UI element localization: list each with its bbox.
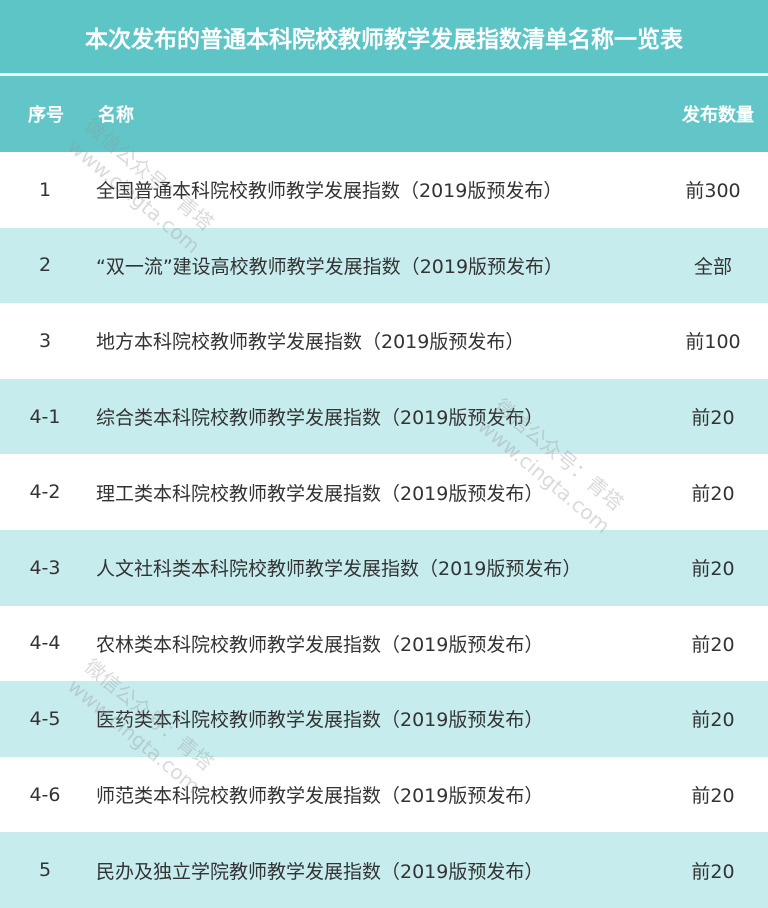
row-name: “双一流”建设高校教师教学发展指数（2019版预发布） [96,255,564,278]
row-no: 3 [38,329,52,352]
header-name: 名称 [98,105,134,126]
table-row: 4-2 理工类本科院校教师教学发展指数（2019版预发布） 前20 [0,454,768,530]
row-name: 农林类本科院校教师教学发展指数（2019版预发布） [96,633,544,656]
row-no: 4-4 [29,632,61,655]
row-count: 全部 [693,255,732,278]
row-no: 4-1 [29,405,61,428]
row-count: 前20 [691,558,735,581]
row-name: 综合类本科院校教师教学发展指数（2019版预发布） [96,407,544,430]
table-row: 4-5 医药类本科院校教师教学发展指数（2019版预发布） 前20 [0,681,768,757]
table-row: 4-3 人文社科类本科院校教师教学发展指数（2019版预发布） 前20 [0,529,768,606]
row-no: 4-6 [29,783,61,806]
row-no: 1 [38,178,52,201]
table-row: 2 “双一流”建设高校教师教学发展指数（2019版预发布） 全部 [0,227,768,304]
row-name: 全国普通本科院校教师教学发展指数（2019版预发布） [96,180,563,203]
row-count: 前20 [691,785,735,808]
row-name: 医药类本科院校教师教学发展指数（2019版预发布） [96,709,544,732]
row-name: 人文社科类本科院校教师教学发展指数（2019版预发布） [96,558,582,581]
table-header: 序号 名称 发布数量 [0,76,768,152]
row-count: 前300 [685,180,741,203]
table-row: 5 民办及独立学院教师教学发展指数（2019版预发布） 前20 [0,832,768,908]
row-no: 2 [38,254,52,277]
row-name: 理工类本科院校教师教学发展指数（2019版预发布） [96,482,544,505]
row-name: 师范类本科院校教师教学发展指数（2019版预发布） [96,785,544,808]
row-count: 前20 [691,709,735,732]
row-count: 前100 [685,331,741,354]
row-count: 前20 [691,860,735,883]
row-count: 前20 [691,407,735,430]
table-row: 4-1 综合类本科院校教师教学发展指数（2019版预发布） 前20 [0,378,768,455]
row-name: 民办及独立学院教师教学发展指数（2019版预发布） [96,860,544,883]
row-no: 4-2 [29,481,61,504]
row-count: 前20 [691,482,735,505]
table-row: 3 地方本科院校教师教学发展指数（2019版预发布） 前100 [0,303,768,379]
table-title: 本次发布的普通本科院校教师教学发展指数清单名称一览表 [0,0,768,76]
row-no: 4-3 [29,556,61,579]
row-no: 4-5 [29,707,61,730]
row-count: 前20 [691,633,735,656]
header-count: 发布数量 [682,105,754,126]
table-row: 4-4 农林类本科院校教师教学发展指数（2019版预发布） 前20 [0,606,768,682]
table-row: 1 全国普通本科院校教师教学发展指数（2019版预发布） 前300 [0,152,768,228]
table-body: 1 全国普通本科院校教师教学发展指数（2019版预发布） 前300 2 “双一流”建设高… [0,152,768,908]
table-row: 4-6 师范类本科院校教师教学发展指数（2019版预发布） 前20 [0,757,768,833]
row-no: 5 [38,859,52,882]
row-name: 地方本科院校教师教学发展指数（2019版预发布） [96,331,525,354]
header-no: 序号 [28,105,64,126]
